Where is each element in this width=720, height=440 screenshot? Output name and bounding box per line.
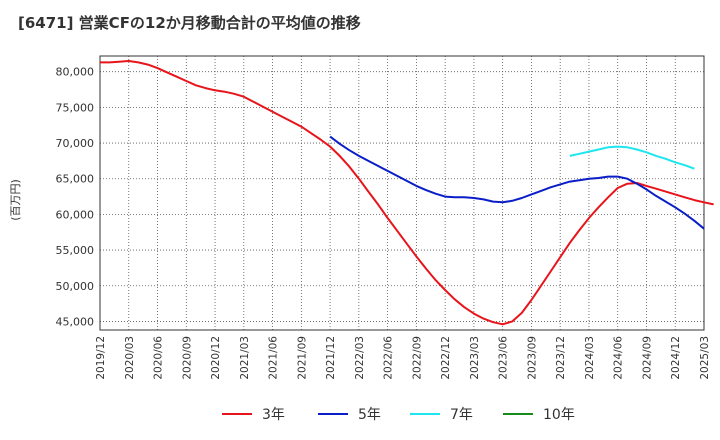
legend: 3年 5年 7年 10年 (222, 407, 575, 423)
x-tick-label: 2020/12 (210, 336, 222, 380)
x-tick-label: 2022/09 (411, 336, 423, 380)
series-layer (100, 60, 714, 326)
y-tick-label: 75,000 (56, 101, 95, 114)
y-tick-label: 45,000 (56, 315, 95, 328)
series-line-7年 (569, 145, 695, 170)
y-tick-label: 55,000 (56, 244, 95, 257)
x-tick-label: 2025/03 (699, 336, 711, 380)
x-tick-label: 2020/06 (153, 336, 165, 380)
x-tick-label: 2023/03 (469, 336, 481, 380)
x-tick-label: 2019/12 (95, 336, 107, 380)
x-tick-label: 2024/09 (641, 336, 653, 380)
legend-label-5年: 5年 (358, 407, 381, 423)
x-tick-label: 2023/06 (498, 336, 510, 380)
legend-label-3年: 3年 (262, 407, 285, 423)
legend-label-10年: 10年 (543, 407, 575, 423)
x-tick-label: 2022/12 (440, 336, 452, 380)
x-tick-label: 2020/09 (181, 336, 193, 380)
legend-label-7年: 7年 (450, 407, 473, 423)
grid-layer (100, 56, 704, 330)
y-tick-label: 70,000 (56, 137, 95, 150)
chart-title: [6471] 営業CFの12か月移動合計の平均値の推移 (18, 14, 361, 32)
x-tick-label: 2020/03 (124, 336, 136, 380)
series-line-5年 (329, 135, 705, 230)
series-line-3年 (100, 60, 714, 326)
y-tick-label: 65,000 (56, 173, 95, 186)
x-tick-label: 2021/09 (296, 336, 308, 380)
plot-area (99, 55, 705, 331)
x-tick-label: 2024/12 (670, 336, 682, 380)
x-tick-label: 2021/12 (325, 336, 337, 380)
y-axis-label: (百万円) (9, 179, 22, 221)
x-tick-label: 2023/09 (526, 336, 538, 380)
x-tick-label: 2023/12 (555, 336, 567, 380)
x-tick-label: 2022/03 (354, 336, 366, 380)
x-tick-label: 2021/06 (268, 336, 280, 380)
x-tick-label: 2022/06 (383, 336, 395, 380)
x-tick-label: 2021/03 (239, 336, 251, 380)
x-tick-label: 2024/06 (613, 336, 625, 380)
y-tick-label: 60,000 (56, 208, 95, 221)
x-axis-ticks: 2019/12 2020/03 2020/06 2020/09 2020/12 2021/… (95, 336, 711, 380)
y-tick-label: 80,000 (56, 66, 95, 79)
x-tick-label: 2024/03 (584, 336, 596, 380)
y-tick-label: 50,000 (56, 280, 95, 293)
y-axis-ticks: 45,000 50,000 55,000 60,000 65,000 70,000 75,0… (56, 66, 95, 329)
